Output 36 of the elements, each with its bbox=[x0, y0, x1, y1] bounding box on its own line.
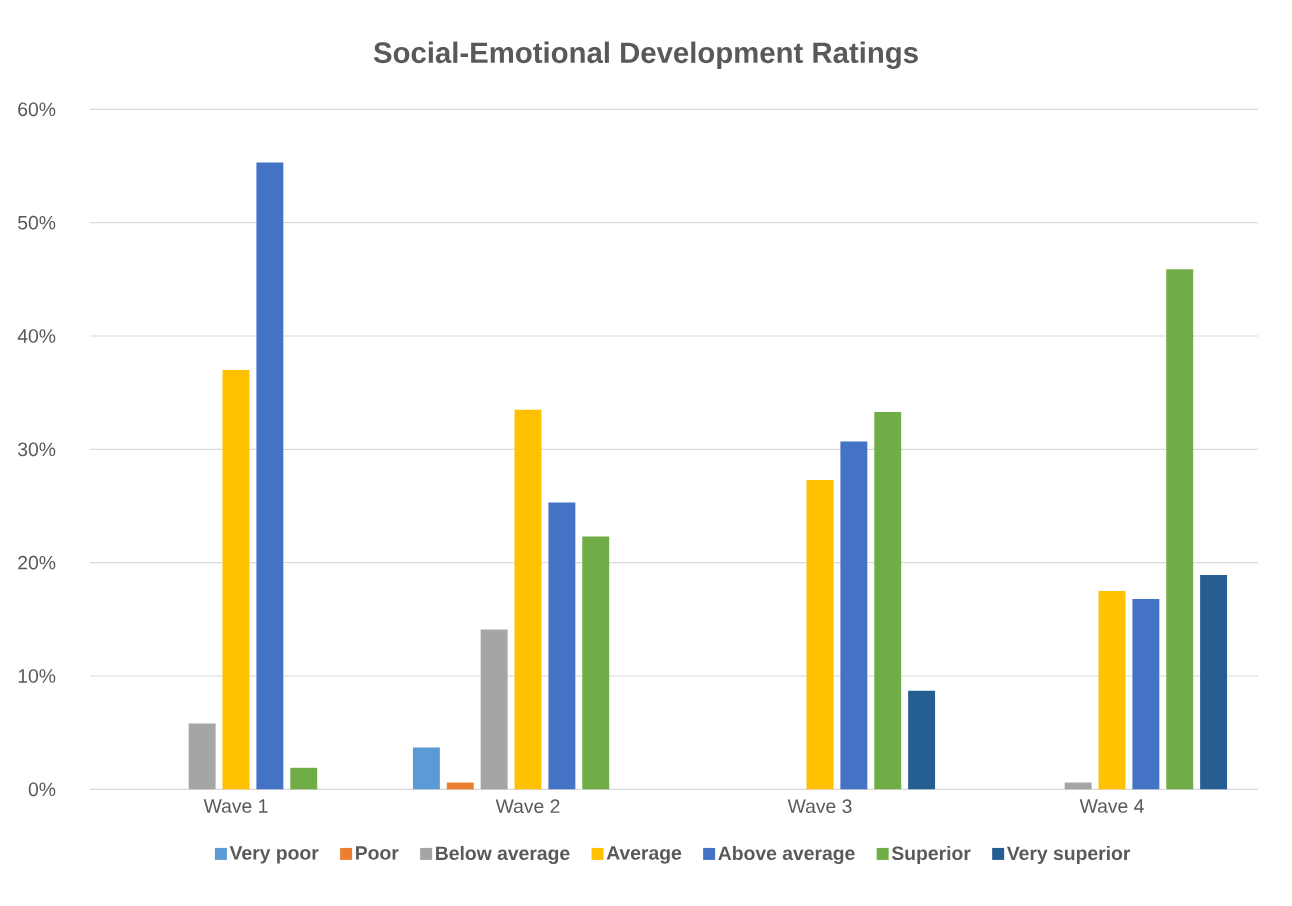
bar bbox=[188, 723, 216, 790]
legend-label: Poor bbox=[356, 846, 399, 860]
bar bbox=[480, 629, 508, 790]
bar bbox=[874, 411, 902, 790]
legend-label: Very poor bbox=[229, 846, 319, 864]
bar bbox=[806, 479, 834, 790]
legend-label: Above average bbox=[718, 845, 855, 865]
bar bbox=[840, 441, 868, 790]
legend-label: Very superior bbox=[1006, 845, 1131, 864]
y-tick-label: 40% bbox=[17, 329, 56, 343]
bar bbox=[514, 409, 542, 790]
y-tick-label: 20% bbox=[18, 555, 56, 570]
legend-label: Superior bbox=[891, 845, 971, 864]
bar bbox=[548, 502, 576, 790]
bar bbox=[256, 162, 284, 790]
chart-title: Social-Emotional Development Ratings bbox=[373, 41, 918, 70]
x-tick-label: Wave 1 bbox=[203, 799, 268, 813]
x-tick-label: Wave 4 bbox=[1079, 799, 1144, 813]
x-tick-label: Wave 2 bbox=[495, 799, 560, 814]
bar bbox=[1132, 598, 1160, 790]
bar bbox=[1098, 590, 1126, 790]
bar bbox=[1166, 269, 1194, 790]
bar bbox=[582, 536, 610, 790]
legend-label: Below average bbox=[436, 845, 570, 865]
bar bbox=[222, 369, 250, 790]
bar bbox=[290, 767, 318, 790]
y-tick-label: 0% bbox=[28, 782, 56, 797]
y-tick-label: 50% bbox=[18, 215, 56, 230]
legend-label: Average bbox=[606, 846, 682, 864]
x-tick-label: Wave 3 bbox=[787, 799, 852, 814]
y-tick-label: 10% bbox=[18, 669, 56, 683]
bar bbox=[412, 747, 440, 790]
y-tick-label: 30% bbox=[18, 442, 56, 457]
bar bbox=[1200, 575, 1228, 790]
bar bbox=[908, 690, 936, 790]
y-tick-label: 60% bbox=[18, 102, 56, 117]
